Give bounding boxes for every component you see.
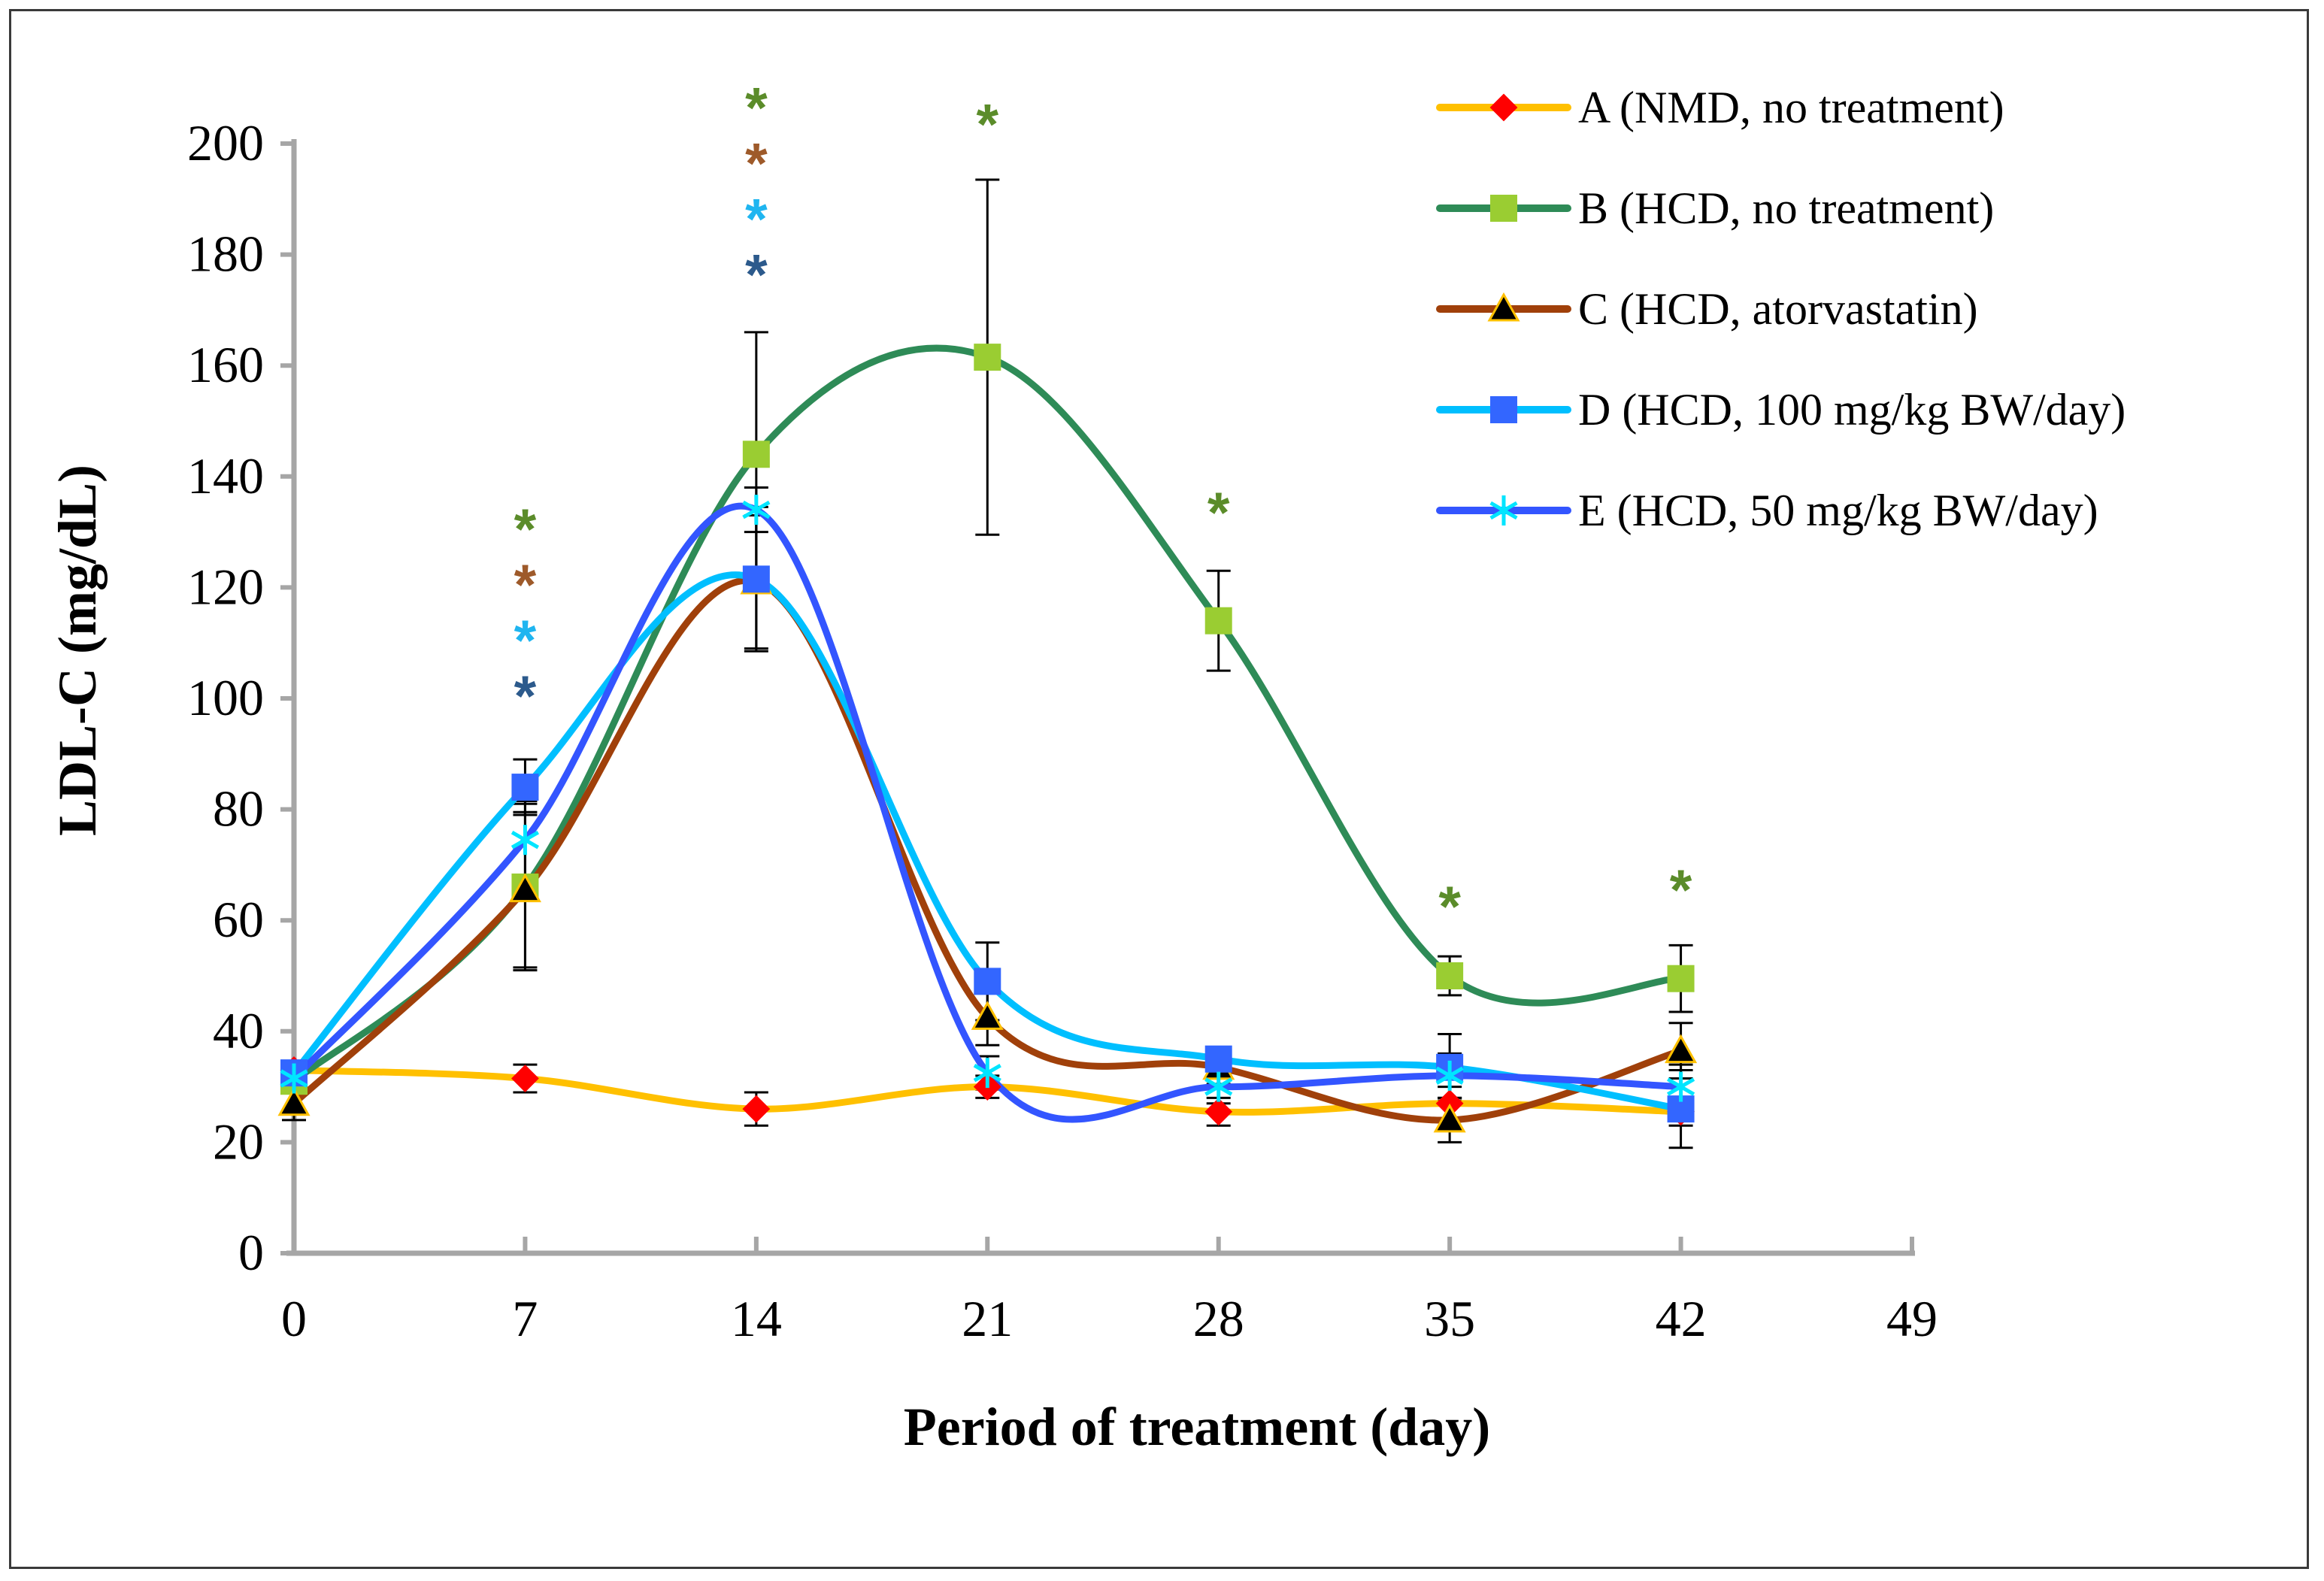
x-tick-label: 14	[731, 1290, 782, 1347]
data-point-marker	[974, 968, 1001, 995]
data-point-marker	[1204, 1098, 1233, 1126]
x-tick-label: 42	[1656, 1290, 1707, 1347]
x-tick-label: 49	[1886, 1290, 1938, 1347]
data-point-marker	[974, 344, 1001, 371]
y-tick-label: 200	[187, 114, 264, 171]
data-point-marker	[1436, 962, 1464, 989]
axes-layer: 0 20 40 60 80 100 120 140 160 180 200 0 7 14 21 28 35 42 4…	[187, 114, 1938, 1347]
x-tick-label: 7	[512, 1290, 538, 1347]
data-point-marker	[1667, 965, 1695, 992]
data-point-marker	[742, 565, 770, 593]
legend-label: C (HCD, atorvastatin)	[1578, 284, 1978, 334]
data-point-marker	[1204, 1071, 1233, 1102]
x-tick-label: 21	[962, 1290, 1013, 1347]
legend-label: E (HCD, 50 mg/kg BW/day)	[1578, 486, 2098, 535]
y-axis-title-group: LDL-C (mg/dL)	[47, 465, 108, 836]
significance-asterisk: *	[514, 553, 537, 617]
y-tick-label: 140	[187, 447, 264, 504]
asterisk-stroke	[511, 831, 539, 850]
data-point-marker	[1433, 1103, 1466, 1133]
data-point-marker	[1490, 195, 1517, 222]
data-point-marker	[1489, 93, 1518, 122]
x-axis-title: Period of treatment (day)	[904, 1397, 1490, 1457]
data-point-marker	[1435, 1060, 1464, 1091]
y-tick-label: 180	[187, 226, 264, 283]
x-tick-label: 28	[1193, 1290, 1244, 1347]
significance-asterisk: *	[745, 187, 768, 251]
data-point-marker	[973, 1058, 1001, 1089]
y-tick-label: 60	[213, 891, 264, 948]
significance-asterisk: *	[745, 132, 768, 195]
data-point-marker	[742, 441, 770, 468]
x-tick-label: 35	[1424, 1290, 1475, 1347]
data-point-marker	[511, 825, 539, 856]
y-tick-label: 0	[238, 1224, 264, 1281]
markers-layer	[277, 344, 1698, 1133]
significance-asterisk: *	[745, 76, 768, 140]
significance-asterisk: *	[514, 498, 537, 562]
data-point-marker	[1204, 1045, 1232, 1073]
significance-layer: *********** *	[514, 76, 1692, 939]
chart-frame: LDL-C (mg/dL) Period of treatment (day) …	[9, 9, 2309, 1569]
asterisk-stroke	[1667, 1077, 1695, 1096]
asterisk-stroke	[742, 500, 771, 519]
data-point-marker	[742, 1095, 771, 1123]
asterisk-stroke	[280, 1069, 308, 1088]
data-point-marker	[511, 1065, 539, 1092]
data-point-marker	[1667, 1071, 1695, 1102]
data-point-marker	[742, 495, 771, 525]
significance-asterisk: *	[1670, 859, 1692, 922]
x-tick-label: 0	[281, 1290, 307, 1347]
y-tick-label: 20	[213, 1113, 264, 1170]
data-point-marker	[1490, 396, 1517, 423]
data-point-marker	[1665, 1034, 1698, 1064]
legend: A (NMD, no treatment) B (HCD, no treatmen…	[1436, 83, 2126, 535]
legend-label: A (NMD, no treatment)	[1578, 83, 2004, 132]
significance-asterisk: *	[1438, 875, 1461, 939]
asterisk-stroke	[1204, 1077, 1233, 1096]
ldl-chart: LDL-C (mg/dL) Period of treatment (day) …	[47, 76, 2126, 1457]
asterisk-stroke	[973, 1063, 1001, 1083]
data-point-marker	[511, 774, 539, 801]
asterisk-stroke	[1435, 1066, 1464, 1086]
y-tick-label: 120	[187, 558, 264, 615]
y-tick-label: 160	[187, 336, 264, 393]
y-tick-label: 100	[187, 669, 264, 726]
asterisk-stroke	[1489, 501, 1518, 520]
data-point-marker	[1487, 292, 1520, 322]
y-tick-label: 40	[213, 1002, 264, 1059]
legend-label: D (HCD, 100 mg/kg BW/day)	[1578, 385, 2126, 435]
data-point-marker	[277, 1086, 311, 1116]
data-point-marker	[508, 873, 541, 903]
significance-asterisk: *	[745, 243, 768, 307]
significance-asterisk: *	[1207, 481, 1230, 545]
y-axis-title: LDL-C (mg/dL)	[47, 465, 108, 836]
data-point-marker	[1489, 495, 1518, 525]
data-point-marker	[971, 1001, 1004, 1030]
data-point-marker	[1204, 607, 1232, 635]
significance-asterisk: *	[514, 665, 537, 728]
data-point-marker	[280, 1063, 308, 1094]
significance-asterisk: *	[514, 609, 537, 673]
legend-label: B (HCD, no treatment)	[1578, 183, 1994, 233]
significance-asterisk: *	[976, 92, 998, 156]
y-tick-label: 80	[213, 780, 264, 837]
